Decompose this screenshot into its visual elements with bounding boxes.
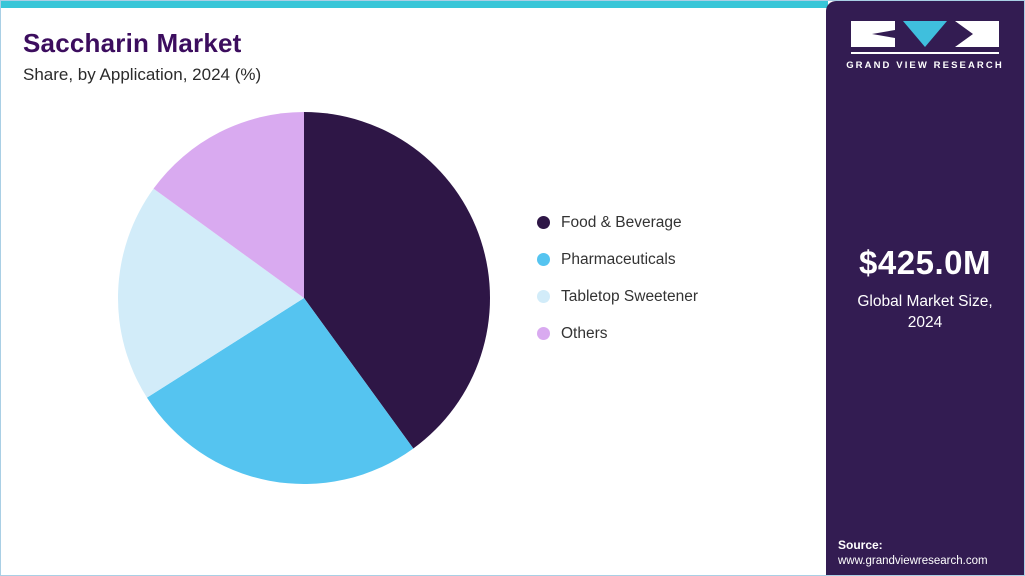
- source-label: Source:: [838, 538, 883, 552]
- legend-swatch-tabletop-sweetener: [537, 290, 550, 303]
- brand-logo: GRAND VIEW RESEARCH: [826, 1, 1024, 71]
- page-subtitle: Share, by Application, 2024 (%): [23, 65, 262, 84]
- pie-slice-pharmaceuticals: [146, 298, 414, 484]
- chart-header: Saccharin Market Share, by Application, …: [1, 8, 828, 85]
- pie-slice-food-beverage: [304, 112, 491, 449]
- market-size-block: $425.0M Global Market Size, 2024: [826, 244, 1024, 334]
- legend-swatch-others: [537, 327, 550, 340]
- pie-slice-others: [153, 112, 304, 298]
- source-block: Source: www.grandviewresearch.com: [838, 538, 988, 567]
- legend-label: Tabletop Sweetener: [561, 287, 699, 305]
- page-title: Saccharin Market: [23, 28, 242, 58]
- market-size-value: $425.0M: [859, 244, 991, 281]
- legend-item: Food & Beverage: [537, 214, 698, 232]
- chart-panel: Saccharin Market Share, by Application, …: [1, 8, 828, 575]
- pie-chart-wrap: [117, 111, 491, 485]
- sidebar: GRAND VIEW RESEARCH $425.0M Global Marke…: [826, 1, 1024, 575]
- gvr-logo-icon: [851, 21, 999, 54]
- legend-item: Pharmaceuticals: [537, 251, 698, 269]
- legend-item: Others: [537, 325, 698, 343]
- chart-area: Food & Beverage Pharmaceuticals Tabletop S…: [1, 111, 828, 485]
- source-url: www.grandviewresearch.com: [838, 555, 988, 567]
- legend-item: Tabletop Sweetener: [537, 288, 698, 306]
- legend-label: Others: [561, 324, 608, 342]
- top-accent-bar: [1, 1, 828, 8]
- legend-label: Food & Beverage: [561, 213, 682, 231]
- legend-swatch-food-beverage: [537, 216, 550, 229]
- legend: Food & Beverage Pharmaceuticals Tabletop S…: [537, 214, 698, 343]
- pie-slice-tabletop-sweetener: [118, 188, 304, 398]
- brand-name: GRAND VIEW RESEARCH: [846, 60, 1004, 71]
- legend-swatch-pharmaceuticals: [537, 253, 550, 266]
- pie-chart: [118, 112, 491, 484]
- market-size-label: Global Market Size, 2024: [857, 293, 993, 331]
- legend-label: Pharmaceuticals: [561, 250, 676, 268]
